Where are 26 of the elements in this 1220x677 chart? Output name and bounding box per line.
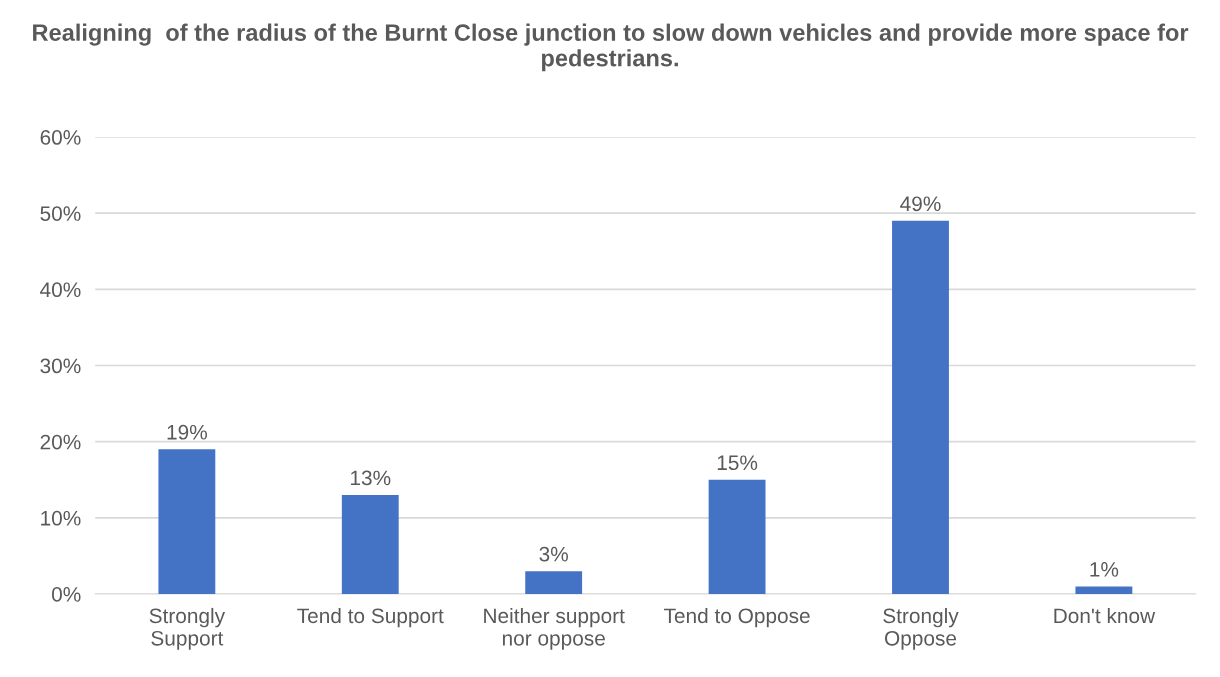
bar bbox=[892, 220, 949, 594]
y-tick-label: 30% bbox=[40, 358, 81, 374]
y-tick-label: 40% bbox=[40, 282, 81, 298]
x-tick-label: Neither support nor oppose bbox=[484, 607, 625, 650]
data-label: 3% bbox=[539, 546, 568, 562]
chart-title: Realigning of the radius of the Burnt Close junction to slow down vehicles and provide more space for pedestrians. bbox=[33, 23, 1189, 72]
y-tick-label: 50% bbox=[40, 206, 81, 221]
data-label: 13% bbox=[351, 470, 391, 486]
x-tick-label: Strongly Support bbox=[149, 607, 226, 650]
x-tick-label: Don't know bbox=[1054, 607, 1156, 624]
bar bbox=[708, 479, 766, 594]
bar bbox=[341, 494, 399, 594]
x-tick-label: Strongly Oppose bbox=[883, 607, 959, 650]
data-label: 15% bbox=[717, 455, 758, 471]
x-tick-label: Tend to Oppose bbox=[664, 607, 810, 628]
y-tick-label: 20% bbox=[40, 434, 81, 450]
y-tick-label: 60% bbox=[40, 130, 81, 145]
y-tick-label: 10% bbox=[41, 510, 81, 526]
bar bbox=[1075, 586, 1133, 594]
bar bbox=[525, 571, 583, 594]
x-tick-label: Tend to Support bbox=[297, 607, 444, 628]
data-label: 19% bbox=[167, 424, 207, 440]
data-label: 1% bbox=[1090, 562, 1119, 577]
data-label: 49% bbox=[900, 196, 941, 212]
bar bbox=[158, 449, 216, 594]
y-tick-label: 0% bbox=[51, 587, 81, 602]
